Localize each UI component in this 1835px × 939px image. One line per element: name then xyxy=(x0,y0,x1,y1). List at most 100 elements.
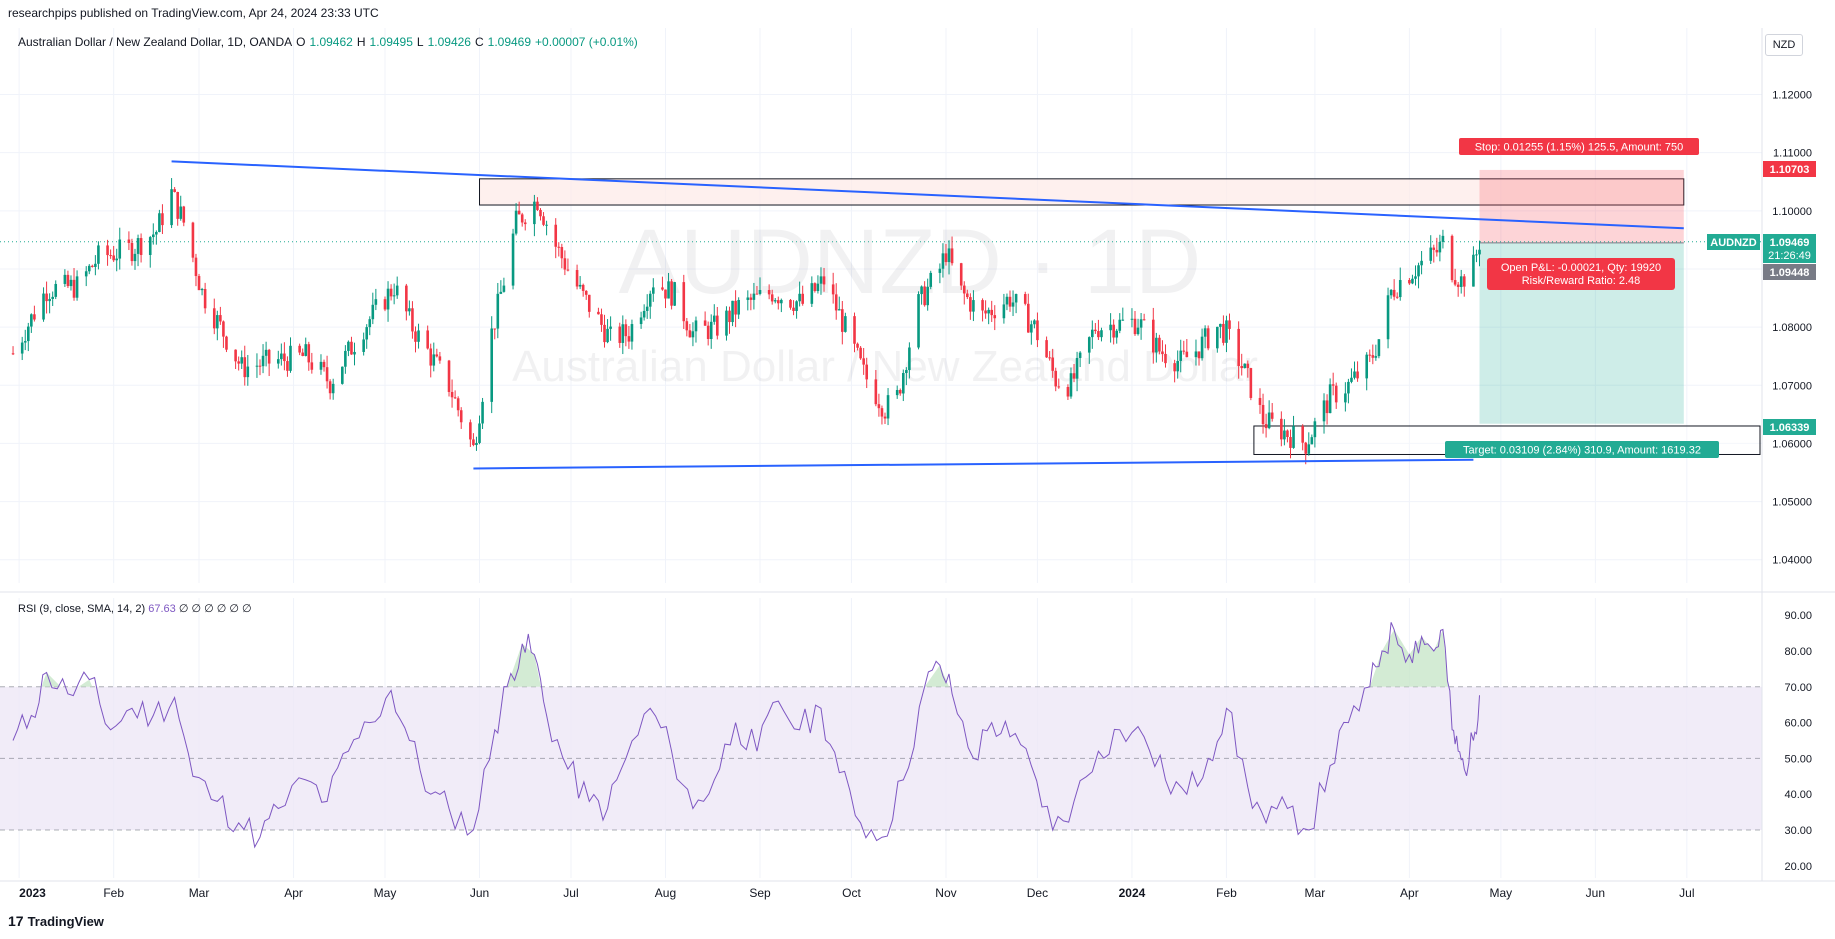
stop-price-text: 1.10703 xyxy=(1770,164,1810,176)
candle-body xyxy=(898,390,902,394)
time-tick-label: Feb xyxy=(103,886,124,900)
time-tick-label: Jul xyxy=(1679,886,1694,900)
candle-body xyxy=(301,352,304,356)
candle-body xyxy=(347,341,350,351)
candle-body xyxy=(411,308,414,332)
candle-body xyxy=(691,331,695,338)
candle-body xyxy=(304,344,308,356)
price-axis[interactable]: 1.120001.110001.100001.090001.080001.070… xyxy=(1772,90,1812,567)
candle-body xyxy=(1136,327,1140,335)
candle-body xyxy=(1243,363,1247,369)
candle-body xyxy=(118,239,122,259)
candle-body xyxy=(1078,352,1082,358)
candle-body xyxy=(560,247,564,259)
candle-body xyxy=(11,353,15,355)
candle-body xyxy=(264,349,268,356)
candle-body xyxy=(267,349,271,364)
price-tick-label: 1.11000 xyxy=(1773,148,1812,160)
candle-body xyxy=(1392,289,1396,297)
candle-body xyxy=(523,222,527,225)
candle-body xyxy=(642,310,646,318)
candle-body xyxy=(450,391,454,398)
time-axis[interactable]: 2023 Feb Mar Apr May Jun Jul Aug Sep Oct Nov Dec 202… xyxy=(19,886,1694,900)
candle-body xyxy=(1313,421,1317,438)
candle-body xyxy=(673,282,676,306)
time-tick-label: May xyxy=(1490,886,1513,900)
stop-price-tag: 1.10703 xyxy=(1763,161,1816,177)
time-tick-label: Oct xyxy=(842,886,861,900)
chart-canvas[interactable]: AUDNZD · 1D Australian Dollar / New Zeal… xyxy=(0,28,1835,907)
candle-body xyxy=(1121,319,1125,321)
candle-body xyxy=(901,372,905,394)
candle-body xyxy=(944,253,948,263)
pnl-line-1: Open P&L: -0.00021, Qty: 19920 xyxy=(1501,262,1661,274)
candle-body xyxy=(533,201,536,225)
candle-body xyxy=(905,370,908,373)
time-tick-label: Nov xyxy=(935,886,956,900)
candle-body xyxy=(1130,318,1134,320)
candle-body xyxy=(33,314,36,320)
candle-body xyxy=(136,238,140,254)
tradingview-brand[interactable]: 17 TradingView xyxy=(8,913,104,929)
open-label: O xyxy=(296,35,306,49)
candle-body xyxy=(752,293,756,300)
price-tick-label: 1.07000 xyxy=(1772,380,1812,392)
candle-body xyxy=(255,365,259,367)
candle-body xyxy=(298,345,301,353)
rsi-extras: ∅ ∅ ∅ ∅ ∅ ∅ xyxy=(178,603,252,615)
candle-body xyxy=(1456,284,1460,287)
rsi-legend[interactable]: RSI (9, close, SMA, 14, 2) 67.63 ∅ ∅ ∅ ∅… xyxy=(18,602,252,615)
candle-body xyxy=(1432,247,1436,250)
candle-body xyxy=(728,310,731,323)
candle-body xyxy=(1307,444,1311,454)
candle-body xyxy=(1258,397,1262,405)
candle-body xyxy=(575,270,579,287)
candle-body xyxy=(225,336,228,350)
candle-body xyxy=(883,416,887,419)
candle-body xyxy=(45,293,48,302)
candle-body xyxy=(478,423,481,443)
candle-body xyxy=(368,319,372,328)
rsi-axis[interactable]: 90.00 80.00 70.00 60.00 50.00 40.00 30.00 20.00 xyxy=(1784,610,1812,873)
candle-body xyxy=(258,365,262,367)
candle-body xyxy=(51,296,54,299)
rsi-tick-label: 80.00 xyxy=(1784,646,1812,658)
candle-body xyxy=(341,366,344,384)
candle-body xyxy=(1091,329,1094,338)
candle-body xyxy=(493,328,497,330)
candle-body xyxy=(322,361,326,368)
candle-body xyxy=(1118,319,1122,331)
candle-body xyxy=(182,206,186,223)
symbol-legend[interactable]: Australian Dollar / New Zealand Dollar, … xyxy=(18,35,638,49)
stop-label-text: Stop: 0.01255 (1.15%) 125.5, Amount: 750 xyxy=(1475,142,1684,154)
candle-body xyxy=(392,295,396,297)
candle-body xyxy=(1072,373,1076,379)
currency-button[interactable]: NZD xyxy=(1765,34,1803,56)
tradingview-brand-text: TradingView xyxy=(27,913,104,929)
candles xyxy=(11,178,1481,465)
rsi-label: RSI (9, close, SMA, 14, 2) xyxy=(18,603,146,615)
candle-body xyxy=(283,353,286,362)
candle-body xyxy=(1222,323,1225,343)
entry-price-tag: 1.09448 xyxy=(1763,264,1816,280)
candle-body xyxy=(456,398,460,411)
candle-body xyxy=(1286,430,1289,438)
candle-body xyxy=(749,297,753,300)
candle-body xyxy=(584,290,588,295)
candle-body xyxy=(386,288,390,310)
candle-body xyxy=(1280,418,1283,440)
candle-body xyxy=(587,294,591,312)
tradingview-logo-icon: 17 xyxy=(8,913,24,929)
candle-body xyxy=(917,294,920,348)
candle-body xyxy=(1219,323,1222,327)
candle-body xyxy=(819,276,823,284)
candle-body xyxy=(834,294,838,311)
candle-body xyxy=(481,401,484,424)
candle-body xyxy=(648,293,652,307)
candle-body xyxy=(664,289,667,299)
candle-body xyxy=(627,336,631,342)
candle-body xyxy=(539,209,542,217)
candle-body xyxy=(517,210,521,215)
trendlines[interactable] xyxy=(171,160,1684,470)
candle-body xyxy=(112,255,115,261)
